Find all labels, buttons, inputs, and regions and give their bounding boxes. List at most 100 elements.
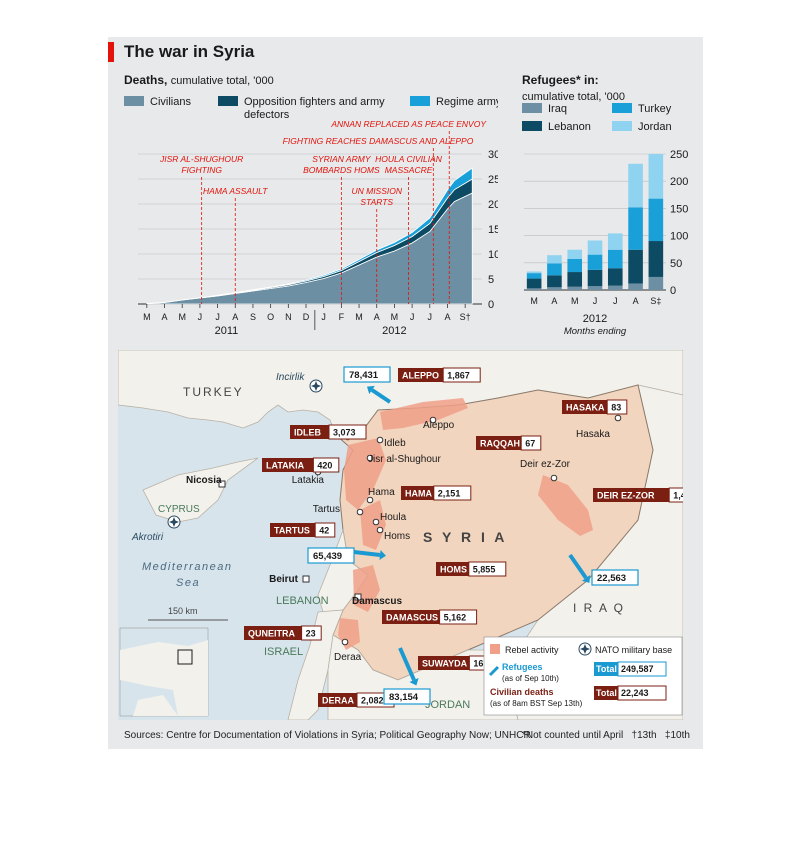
deaths-y-tick: 30 (488, 149, 498, 161)
inset-locator-map (119, 627, 209, 717)
deaths-areas (146, 167, 473, 305)
refugees-bar-segment (526, 288, 542, 290)
city-marker (372, 518, 380, 526)
deaths-x-tick: J (428, 312, 433, 322)
deaths-legend-swatch (218, 96, 238, 106)
refugees-y-tick: 250 (670, 149, 688, 161)
deaths-x-tick: O (267, 312, 274, 322)
refugees-x-tick: M (530, 296, 538, 306)
country-label-israel: ISRAEL (264, 646, 303, 658)
refugee-arrow-icon (353, 550, 381, 557)
deaths-year-label: 2011 (215, 325, 239, 337)
death-box-label-bg (593, 488, 670, 502)
death-region-value: 2,151 (438, 489, 461, 499)
refugee-arrow-icon (568, 553, 588, 580)
total-deaths-value: 22,243 (621, 688, 649, 698)
refugees-bar-segment (567, 249, 583, 259)
footnote-3: ‡10th (664, 730, 690, 741)
death-region-label: HAMA (405, 489, 432, 499)
refugees-legend-swatch (522, 121, 542, 131)
legend-rebel-swatch (490, 644, 500, 654)
city-marker (356, 508, 364, 516)
city-marker (366, 454, 374, 462)
death-box-label-bg (244, 626, 302, 640)
death-region-value: 5,855 (473, 565, 496, 575)
refugees-legend-label: Jordan (638, 121, 672, 133)
refugees-y-tick: 50 (670, 258, 682, 270)
refugees-x-tick: J (613, 296, 618, 306)
deaths-legend: Civilians Opposition fighters and army def… (124, 96, 498, 121)
refugee-value: 22,563 (597, 573, 626, 584)
refugees-bar-segment (628, 249, 643, 284)
refugees-chart: Refugees* in: cumulative total, '000 Ira… (522, 73, 688, 337)
deaths-x-tick: J (410, 312, 415, 322)
footnotes: *Not counted until April †13th ‡10th (522, 730, 690, 741)
death-region-value: 1,402 (673, 491, 683, 501)
country-label-jordan: JORDAN (425, 699, 470, 711)
deaths-area-0 (146, 192, 473, 305)
refugees-bar-segment (607, 233, 623, 250)
total-refugees-value: 249,587 (621, 664, 654, 674)
death-region-label: RAQQAH (480, 439, 520, 449)
legend-refugees-label: Refugees (502, 662, 543, 672)
legend-refugees-note: (as of Sep 10th) (502, 674, 559, 683)
deaths-x-tick: A (162, 312, 168, 322)
city-label: Aleppo (423, 420, 455, 431)
refugees-bar-segment (547, 275, 562, 288)
death-box-label-bg (401, 486, 434, 500)
refugees-bar-segment (648, 241, 664, 277)
death-box-value-bg (668, 487, 683, 503)
refugees-bar-segment (628, 207, 643, 250)
death-region-label: LATAKIA (266, 461, 305, 471)
refugees-x-tick: M (571, 296, 579, 306)
death-region-label: DERAA (322, 696, 355, 706)
deaths-y-tick: 5 (488, 274, 494, 286)
scale-label: 150 km (168, 606, 198, 616)
syria-map: TURKEY S Y R I A I R A Q LEBANON ISRAEL … (118, 350, 683, 720)
refugees-bars (526, 154, 664, 290)
city-marker (366, 496, 374, 504)
red-tab (108, 42, 114, 62)
refugees-bar-segment (526, 273, 542, 279)
refugees-bar-segment (587, 254, 603, 270)
event-label: HOULA CIVILIAN (375, 154, 443, 164)
city-marker (218, 480, 226, 488)
base-label: Akrotiri (131, 532, 164, 543)
city-marker (354, 593, 362, 601)
refugee-value: 65,439 (313, 551, 342, 562)
refugees-bar-segment (567, 286, 583, 290)
deaths-x-tick: S† (460, 312, 471, 322)
death-box-value-bg (520, 435, 542, 451)
map-death-labels: ALEPPO 1,867 HASAKA 83 IDLEB 3,073 RAQQAH 67 LAT… (244, 367, 683, 708)
refugees-year-label: 2012 (583, 313, 607, 325)
deaths-y-tick: 20 (488, 199, 498, 211)
death-region-label: SUWAYDA (422, 659, 468, 669)
refugees-legend-label: Iraq (548, 103, 567, 115)
map-legend: Rebel activity NATO military base Refuge… (483, 636, 683, 716)
deaths-y-tick: 25 (488, 174, 498, 186)
event-label: FIGHTING REACHES DAMASCUS AND ALEPPO (283, 136, 474, 146)
death-region-label: HASAKA (566, 403, 605, 413)
death-box-value-bg (606, 399, 628, 415)
city-label: Latakia (292, 475, 325, 486)
death-region-value: 3,073 (333, 428, 356, 438)
deaths-x-tick: J (215, 312, 220, 322)
base-label: Incirlik (276, 372, 305, 383)
legend-civ-label: Civilian deaths (490, 687, 554, 697)
death-region-label: ALEPPO (402, 371, 439, 381)
refugees-bar-segment (648, 198, 664, 242)
death-box-value-bg (442, 367, 481, 383)
sources-note: Sources: Centre for Documentation of Vio… (124, 730, 531, 741)
city-label: Homs (384, 531, 410, 542)
refugees-bar-segment (547, 255, 562, 264)
death-box-value-bg (433, 485, 472, 501)
refugees-y-tick: 100 (670, 231, 688, 243)
city-label: Jisr al-Shughour (368, 454, 441, 465)
death-box-value-bg (439, 609, 478, 625)
city-label: Hasaka (576, 429, 610, 440)
deaths-legend-label: Opposition fighters and army defectors (244, 96, 385, 121)
refugees-bar-segment (526, 278, 542, 289)
deaths-x-tick: M (178, 312, 186, 322)
deaths-x-tick: J (198, 312, 203, 322)
